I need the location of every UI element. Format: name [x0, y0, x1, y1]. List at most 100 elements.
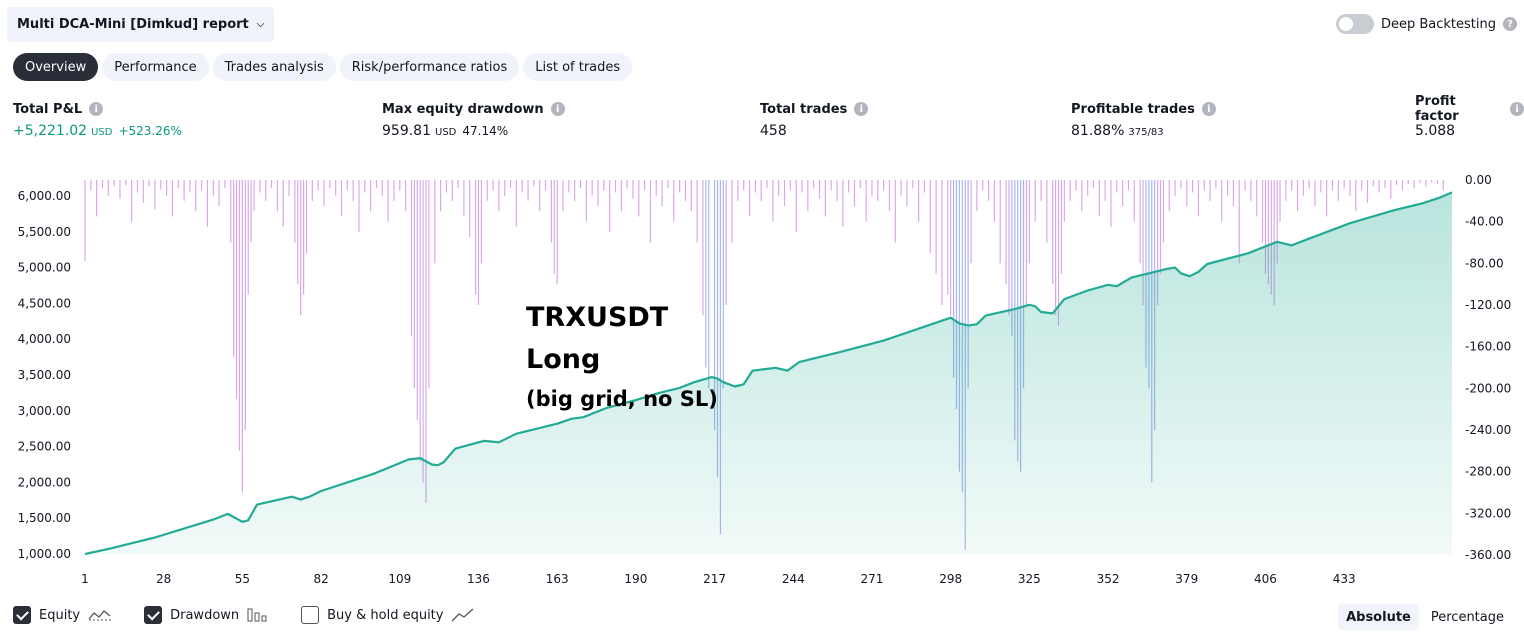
y-right-tick-label: -360.00: [1465, 548, 1511, 562]
metric-percent: +523.26%: [118, 124, 182, 138]
tab-overview[interactable]: Overview: [13, 53, 99, 81]
metric-label: Profit factor: [1415, 94, 1459, 124]
x-tick-label: 406: [1254, 572, 1277, 586]
y-left-tick-label: 2,000.00: [18, 475, 71, 489]
drawdown-checkbox[interactable]: [144, 606, 163, 624]
y-right-tick-label: -80.00: [1465, 256, 1504, 270]
y-right-tick-label: -280.00: [1465, 465, 1511, 479]
y-left-tick-label: 4,000.00: [18, 332, 71, 346]
x-tick-label: 55: [235, 572, 250, 586]
metric-ratio: 375/83: [1128, 127, 1164, 138]
help-icon[interactable]: ?: [1503, 17, 1517, 31]
y-left-tick-label: 5,500.00: [18, 225, 71, 239]
legend-buyhold-label: Buy & hold equity: [327, 607, 444, 623]
legend-buy-hold[interactable]: Buy & hold equity: [301, 606, 475, 624]
deep-backtesting-toggle[interactable]: [1335, 14, 1374, 34]
y-left-tick-label: 6,000.00: [18, 189, 71, 203]
y-right-tick-label: -240.00: [1465, 423, 1511, 437]
x-tick-label: 325: [1018, 572, 1041, 586]
metric-label: Total trades: [760, 101, 848, 117]
y-left-tick-label: 4,500.00: [18, 296, 71, 310]
metric-profit-factor: Profit factor i 5.088: [1415, 94, 1524, 139]
info-icon[interactable]: i: [550, 102, 565, 116]
metric-profitable-trades: Profitable trades i 81.88% 375/83: [1071, 100, 1216, 139]
deep-backtesting-control: Deep Backtesting ?: [1335, 14, 1517, 34]
equity-line-icon: [88, 610, 112, 621]
tab-list-of-trades[interactable]: List of trades: [523, 53, 633, 81]
y-right-tick-label: -40.00: [1465, 215, 1504, 229]
metric-total-pnl: Total P&L i +5,221.02 USD +523.26%: [13, 100, 182, 140]
info-icon[interactable]: i: [89, 102, 104, 116]
toggle-knob: [1338, 17, 1353, 31]
metric-label: Max equity drawdown: [382, 101, 544, 117]
buy-hold-line-icon: [452, 608, 474, 622]
metric-value: 959.81: [382, 123, 431, 139]
drawdown-bars: [84, 180, 1444, 550]
deep-backtesting-label: Deep Backtesting: [1380, 16, 1496, 32]
x-tick-label: 1: [81, 572, 89, 586]
y-right-tick-label: -200.00: [1465, 381, 1511, 395]
x-tick-label: 190: [624, 572, 647, 586]
metric-percent: 47.14%: [462, 124, 509, 138]
metric-max-drawdown: Max equity drawdown i 959.81 USD 47.14%: [382, 100, 565, 139]
absolute-button[interactable]: Absolute: [1338, 604, 1419, 630]
buy-hold-checkbox[interactable]: [301, 606, 320, 624]
scale-mode-switch: Absolute Percentage: [1338, 604, 1512, 630]
x-axis: 1 28 55 82 109 136 163 190 217 244 271 298 325 352 379…: [81, 572, 1355, 586]
y-left-tick-label: 5,000.00: [18, 261, 71, 275]
info-icon[interactable]: i: [1510, 102, 1524, 116]
y-left-tick-label: 1,000.00: [18, 547, 71, 561]
overlay-annotation: TRXUSDT Long (big grid, no SL): [526, 302, 718, 411]
tab-performance[interactable]: Performance: [102, 53, 209, 81]
y-right-tick-label: -120.00: [1465, 298, 1511, 312]
overlay-note: (big grid, no SL): [526, 387, 718, 411]
report-title: Multi DCA-Mini [Dimkud] report: [17, 17, 249, 32]
left-axis: 6,000.00 5,500.00 5,000.00 4,500.00 4,000.00…: [18, 189, 71, 561]
x-tick-label: 244: [782, 572, 805, 586]
info-icon[interactable]: i: [1201, 102, 1216, 116]
report-title-dropdown[interactable]: Multi DCA-Mini [Dimkud] report ⌵: [7, 7, 275, 42]
x-tick-label: 298: [939, 572, 962, 586]
y-left-tick-label: 2,500.00: [18, 440, 71, 454]
metric-total-trades: Total trades i 458: [760, 100, 869, 139]
tab-trades-analysis[interactable]: Trades analysis: [212, 53, 336, 81]
metric-unit: USD: [435, 127, 457, 138]
x-tick-label: 379: [1175, 572, 1198, 586]
x-tick-label: 163: [546, 572, 569, 586]
overlay-symbol: TRXUSDT: [526, 302, 669, 333]
overlay-direction: Long: [526, 344, 600, 375]
report-tabs: Overview Performance Trades analysis Ris…: [13, 53, 633, 81]
x-tick-label: 28: [156, 572, 171, 586]
x-tick-label: 82: [313, 572, 328, 586]
y-right-tick-label: 0.00: [1465, 173, 1492, 187]
equity-checkbox[interactable]: [13, 606, 31, 624]
drawdown-bars-icon: [247, 608, 267, 622]
metric-label: Profitable trades: [1071, 101, 1195, 117]
legend-equity[interactable]: Equity: [13, 606, 112, 624]
legend-equity-label: Equity: [39, 607, 81, 623]
metric-value: 458: [760, 123, 787, 139]
equity-chart[interactable]: 6,000.00 5,500.00 5,000.00 4,500.00 4,000.00…: [0, 168, 1524, 598]
metric-value: +5,221.02: [13, 123, 88, 139]
y-left-tick-label: 3,500.00: [18, 368, 71, 382]
equity-line: [84, 191, 1453, 556]
chart-legend: Equity Drawdown Buy & hold equity: [13, 606, 475, 624]
metric-label: Total P&L: [13, 101, 83, 117]
metric-value: 5.088: [1415, 123, 1456, 139]
metric-value: 81.88%: [1071, 123, 1125, 139]
equity-area: [85, 192, 1452, 554]
x-tick-label: 271: [861, 572, 884, 586]
percentage-button[interactable]: Percentage: [1430, 609, 1504, 625]
x-tick-label: 217: [703, 572, 726, 586]
x-tick-label: 109: [388, 572, 411, 586]
y-left-tick-label: 1,500.00: [18, 511, 71, 525]
info-icon[interactable]: i: [854, 102, 869, 116]
y-right-tick-label: -160.00: [1465, 340, 1511, 354]
metric-unit: USD: [91, 127, 113, 138]
x-tick-label: 433: [1333, 572, 1356, 586]
y-right-tick-label: -320.00: [1465, 506, 1511, 520]
chevron-down-icon: ⌵: [256, 19, 265, 30]
right-axis: 0.00 -40.00 -80.00 -120.00 -160.00 -200.00 -24…: [1465, 173, 1511, 562]
legend-drawdown[interactable]: Drawdown: [144, 606, 269, 624]
tab-risk-performance-ratios[interactable]: Risk/performance ratios: [339, 53, 520, 81]
